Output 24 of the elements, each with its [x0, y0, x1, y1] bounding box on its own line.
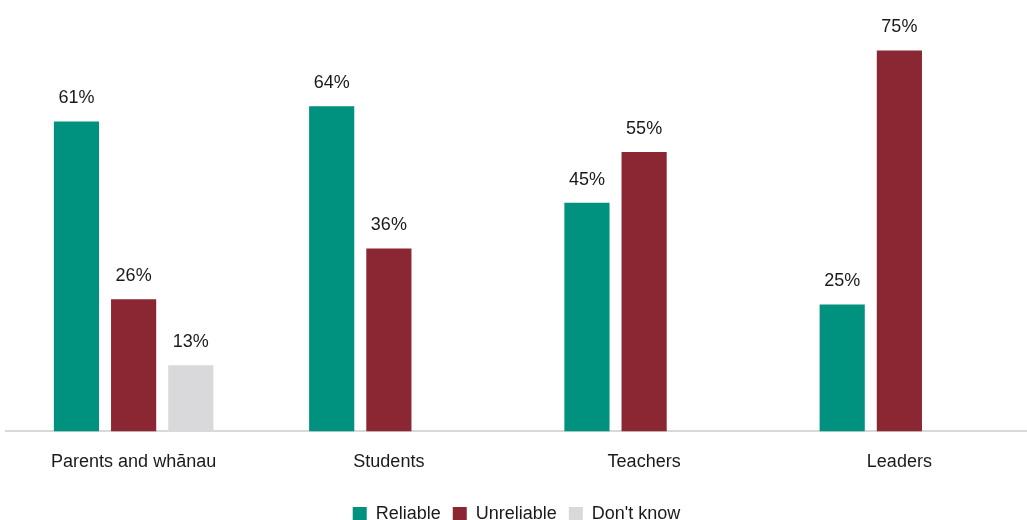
- bar: [819, 304, 865, 432]
- x-tick-label: Leaders: [866, 451, 932, 472]
- x-tick-label: Students: [353, 451, 425, 472]
- bar: [53, 121, 100, 432]
- x-tick-label: Parents and whānau: [51, 451, 217, 472]
- data-label: 64%: [313, 72, 350, 93]
- bar: [621, 152, 667, 432]
- bar: [366, 248, 412, 432]
- data-label: 45%: [568, 168, 605, 189]
- data-label: 36%: [370, 214, 407, 235]
- data-label: 13%: [172, 331, 209, 352]
- bar: [564, 202, 610, 432]
- data-label: 55%: [626, 117, 663, 138]
- x-tick-label: Teachers: [607, 451, 681, 472]
- legend-label: Don't know: [591, 502, 682, 520]
- legend-label: Reliable: [375, 502, 441, 520]
- data-label: 75%: [881, 16, 918, 37]
- bar: [309, 106, 355, 432]
- bar: [111, 299, 157, 432]
- data-label: 25%: [824, 270, 861, 291]
- data-label: 26%: [115, 265, 152, 286]
- data-label: 61%: [58, 87, 95, 108]
- bar: [876, 50, 922, 432]
- legend-label: Unreliable: [475, 502, 557, 520]
